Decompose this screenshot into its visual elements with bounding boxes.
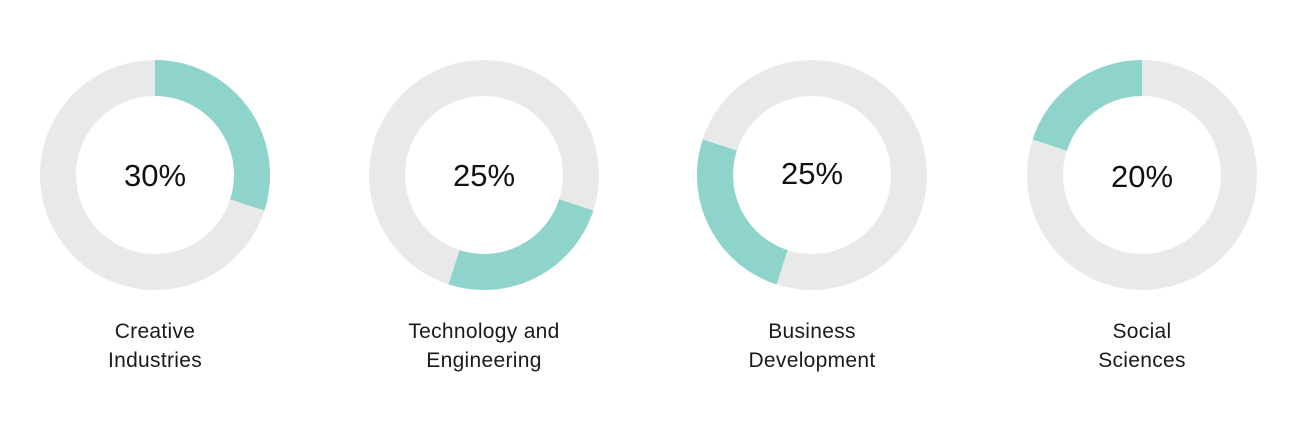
donut-value-label: 20% [1111, 159, 1173, 194]
donut-label-line: Development [748, 349, 876, 372]
donut-value-label: 25% [781, 156, 843, 191]
donut-label-line: Engineering [426, 349, 542, 372]
donut-segment [448, 198, 594, 290]
donut-svg: 30% [40, 60, 270, 290]
donut-chart-business-development: 25% Business Development [692, 55, 932, 375]
donut-value-label: 30% [124, 158, 186, 193]
donut-segment [697, 139, 789, 285]
donut-segment [154, 60, 270, 211]
donut-label-line: Technology and [408, 320, 560, 343]
donut-svg: 20% [1027, 60, 1257, 290]
donut-label-line: Industries [107, 349, 203, 372]
donut-category-label: Technology and Engineering [364, 317, 604, 375]
donut-category-label: Creative Industries [35, 317, 275, 375]
donut-label-line: Business [768, 320, 856, 343]
donut-chart-creative-industries: 30% Creative Industries [35, 55, 275, 375]
donut-chart-social-sciences: 20% Social Sciences [1022, 55, 1262, 375]
donut-category-label: Social Sciences [1022, 317, 1262, 375]
donut-label-line: Social [1112, 320, 1172, 343]
donut-label-line: Creative [114, 320, 196, 343]
donut-svg: 25% [369, 60, 599, 290]
donut-category-label: Business Development [692, 317, 932, 375]
donut-svg: 25% [697, 60, 927, 290]
donut-label-line: Sciences [1098, 349, 1186, 372]
donut-segment [1032, 60, 1143, 152]
donut-chart-technology-and-engineering: 25% Technology and Engineering [364, 55, 604, 375]
donut-value-label: 25% [453, 158, 515, 193]
